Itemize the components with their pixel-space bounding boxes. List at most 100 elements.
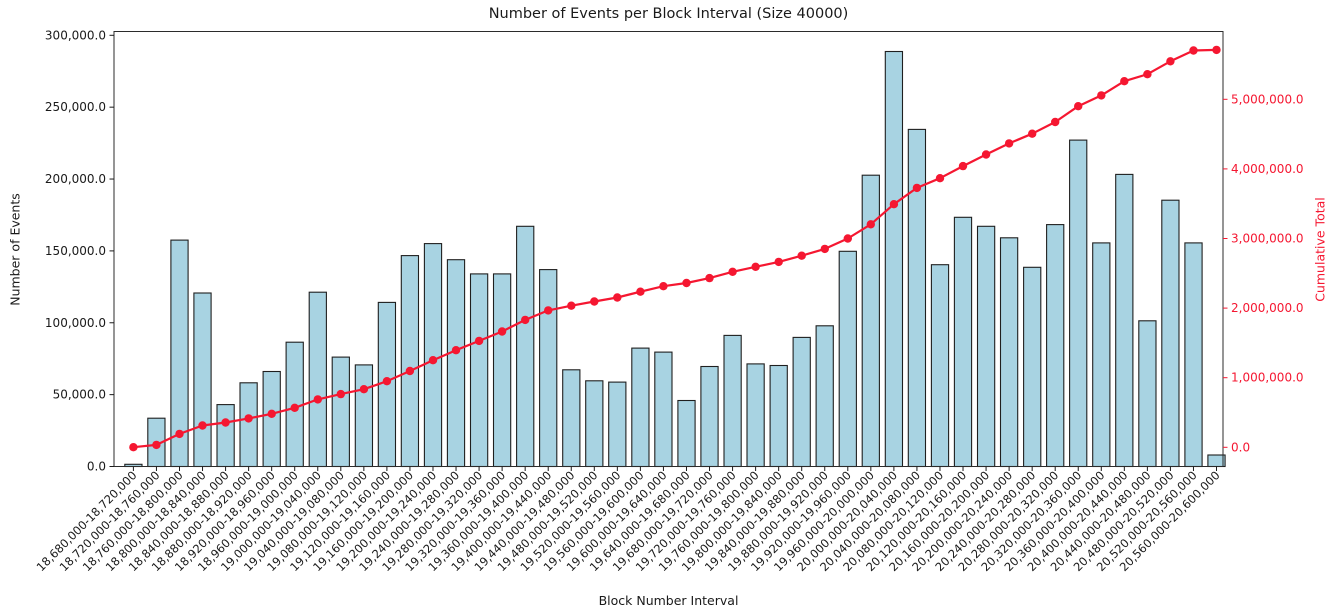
bar bbox=[354, 364, 374, 468]
y-tick-label-right: 0.0 bbox=[1231, 440, 1250, 454]
bar bbox=[1115, 173, 1134, 468]
data-point-marker bbox=[451, 346, 461, 355]
y-axis-title-left: Number of Events bbox=[7, 193, 23, 306]
data-point-marker bbox=[175, 429, 184, 439]
data-point-marker bbox=[221, 418, 230, 427]
bar bbox=[239, 382, 258, 468]
y-tick-label-left: 100,000.0 bbox=[45, 316, 106, 330]
data-point-marker bbox=[705, 273, 714, 283]
bar bbox=[585, 380, 604, 468]
y-axis-title-right: Cumulative Total bbox=[1312, 197, 1328, 302]
bar bbox=[654, 351, 673, 468]
bar bbox=[216, 404, 235, 468]
bar bbox=[1023, 266, 1042, 468]
bar bbox=[677, 399, 696, 468]
bar bbox=[631, 347, 650, 468]
data-point-marker bbox=[1004, 139, 1014, 148]
bar bbox=[1138, 320, 1157, 468]
bar bbox=[516, 225, 535, 468]
data-point-marker bbox=[129, 443, 138, 452]
data-point-marker bbox=[912, 183, 922, 193]
data-point-marker bbox=[152, 440, 161, 450]
bar bbox=[953, 216, 973, 468]
y-tick-label-right: 3,000,000.0 bbox=[1231, 232, 1304, 246]
bar bbox=[400, 255, 420, 468]
bar bbox=[792, 336, 811, 468]
y-tick-label-left: 0.0 bbox=[87, 460, 106, 474]
y-tick-label-right: 2,000,000.0 bbox=[1231, 301, 1304, 315]
bar bbox=[723, 334, 742, 468]
data-point-marker bbox=[1074, 102, 1083, 111]
data-point-marker bbox=[820, 244, 829, 254]
bar bbox=[769, 364, 788, 468]
y-tick-label-right: 5,000,000.0 bbox=[1231, 92, 1304, 106]
data-point-marker bbox=[336, 389, 345, 399]
bar bbox=[331, 356, 350, 468]
data-point-marker bbox=[889, 200, 899, 209]
data-point-marker bbox=[1051, 117, 1060, 127]
data-point-marker bbox=[1166, 57, 1175, 66]
bar bbox=[838, 250, 857, 468]
data-point-marker bbox=[866, 220, 875, 229]
bar bbox=[1069, 139, 1088, 468]
bar bbox=[815, 325, 834, 468]
chart-title: Number of Events per Block Interval (Siz… bbox=[488, 6, 849, 22]
bar bbox=[1184, 242, 1203, 468]
data-point-marker bbox=[1212, 45, 1221, 55]
data-point-marker bbox=[405, 366, 415, 376]
data-point-marker bbox=[267, 409, 276, 418]
bar bbox=[1161, 199, 1180, 468]
data-point-marker bbox=[751, 262, 760, 271]
data-point-marker bbox=[1028, 129, 1037, 138]
bar bbox=[193, 292, 212, 468]
bar bbox=[700, 365, 719, 468]
bar bbox=[423, 243, 443, 468]
data-point-marker bbox=[774, 257, 783, 267]
data-point-marker bbox=[613, 293, 622, 302]
bar bbox=[262, 370, 281, 468]
data-point-marker bbox=[198, 421, 207, 430]
data-point-marker bbox=[590, 297, 599, 306]
bar bbox=[999, 237, 1019, 468]
bar bbox=[539, 269, 558, 468]
data-point-marker bbox=[728, 267, 737, 276]
data-point-marker bbox=[244, 414, 253, 423]
data-point-marker bbox=[1189, 46, 1198, 55]
data-point-marker bbox=[797, 251, 806, 260]
bar bbox=[446, 259, 466, 468]
data-point-marker bbox=[567, 301, 576, 310]
y-tick-label-left: 250,000.0 bbox=[45, 100, 106, 114]
x-axis-title: Block Number Interval bbox=[598, 593, 739, 608]
bar bbox=[1046, 224, 1065, 468]
data-point-marker bbox=[682, 278, 691, 288]
y-tick-label-right: 1,000,000.0 bbox=[1231, 371, 1304, 385]
data-point-marker bbox=[958, 161, 968, 171]
data-point-marker bbox=[382, 377, 392, 386]
y-tick-label-left: 300,000.0 bbox=[45, 28, 106, 42]
data-point-marker bbox=[359, 385, 369, 394]
data-point-marker bbox=[1143, 70, 1152, 79]
bar bbox=[746, 363, 765, 468]
bar bbox=[884, 50, 904, 468]
data-point-marker bbox=[1097, 91, 1106, 100]
bar bbox=[308, 291, 327, 468]
y-tick-label-left: 200,000.0 bbox=[45, 172, 106, 186]
bar bbox=[1092, 242, 1111, 468]
bar bbox=[562, 369, 581, 468]
data-point-marker bbox=[544, 306, 553, 315]
data-point-marker bbox=[1120, 77, 1129, 86]
bar bbox=[469, 273, 489, 468]
data-point-marker bbox=[313, 395, 322, 404]
data-point-marker bbox=[659, 282, 668, 291]
bar bbox=[930, 264, 950, 468]
bar bbox=[492, 273, 512, 468]
data-point-marker bbox=[935, 174, 945, 183]
data-point-marker bbox=[497, 327, 507, 336]
data-point-marker bbox=[428, 356, 438, 365]
data-point-marker bbox=[474, 336, 484, 346]
data-point-marker bbox=[981, 150, 991, 159]
y-tick-label-left: 50,000.0 bbox=[53, 388, 106, 402]
bar bbox=[608, 381, 627, 468]
